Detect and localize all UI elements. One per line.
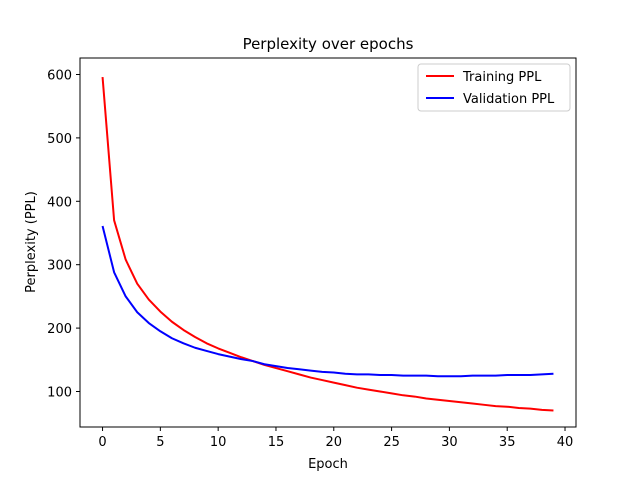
legend-label-validation: Validation PPL [463, 92, 555, 107]
chart-title: Perplexity over epochs [243, 35, 414, 53]
series-line-training-ppl [101, 76, 554, 412]
x-tick-label: 40 [557, 435, 574, 450]
plot-frame [79, 57, 577, 428]
x-tick-label: 20 [326, 435, 343, 450]
x-tick-label: 10 [210, 435, 227, 450]
series-layer [101, 76, 554, 412]
x-tick-label: 15 [268, 435, 285, 450]
x-axis-label: Epoch [308, 457, 348, 472]
x-axis-ticks: 0 5 10 15 20 25 30 35 40 [98, 427, 573, 450]
x-tick-label: 5 [156, 435, 164, 450]
x-tick-label: 25 [383, 435, 400, 450]
series-line-validation-ppl [101, 225, 554, 378]
legend-label-training: Training PPL [462, 70, 542, 85]
y-tick-label: 300 [47, 259, 72, 274]
y-axis-ticks: 100 200 300 400 500 600 [47, 68, 80, 400]
y-tick-label: 200 [47, 322, 72, 337]
legend: Training PPL Validation PPL [417, 63, 571, 112]
y-tick-label: 600 [47, 68, 72, 83]
x-tick-label: 30 [441, 435, 458, 450]
y-tick-label: 100 [47, 385, 72, 400]
x-tick-label: 35 [499, 435, 516, 450]
x-tick-label: 0 [98, 435, 106, 450]
legend-box [417, 63, 571, 112]
y-tick-label: 500 [47, 132, 72, 147]
y-tick-label: 400 [47, 195, 72, 210]
y-axis-label: Perplexity (PPL) [24, 191, 39, 293]
